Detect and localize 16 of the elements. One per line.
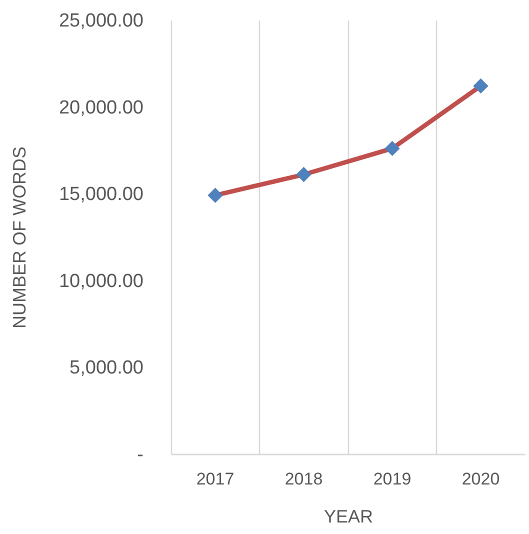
y-tick-label: 20,000.00 xyxy=(58,97,144,118)
point xyxy=(296,166,312,182)
x-axis-title: YEAR xyxy=(324,506,374,526)
point xyxy=(473,78,488,94)
x-tick-label: 2019 xyxy=(373,470,412,488)
x-tick-label: 2017 xyxy=(196,470,234,488)
y-axis-title: NUMBER OF WORDS xyxy=(10,146,30,328)
point xyxy=(384,140,400,156)
point xyxy=(208,188,223,203)
x-tick-label: 2020 xyxy=(462,470,500,488)
y-tick-label: 5,000.00 xyxy=(70,358,144,379)
y-tick-label: 15,000.00 xyxy=(58,184,144,206)
y-tick-label: 10,000.00 xyxy=(58,270,144,292)
x-tick-label: 2018 xyxy=(284,470,323,488)
y-tick-label: 25,000.00 xyxy=(58,10,144,32)
y-tick-label: - xyxy=(137,444,144,466)
